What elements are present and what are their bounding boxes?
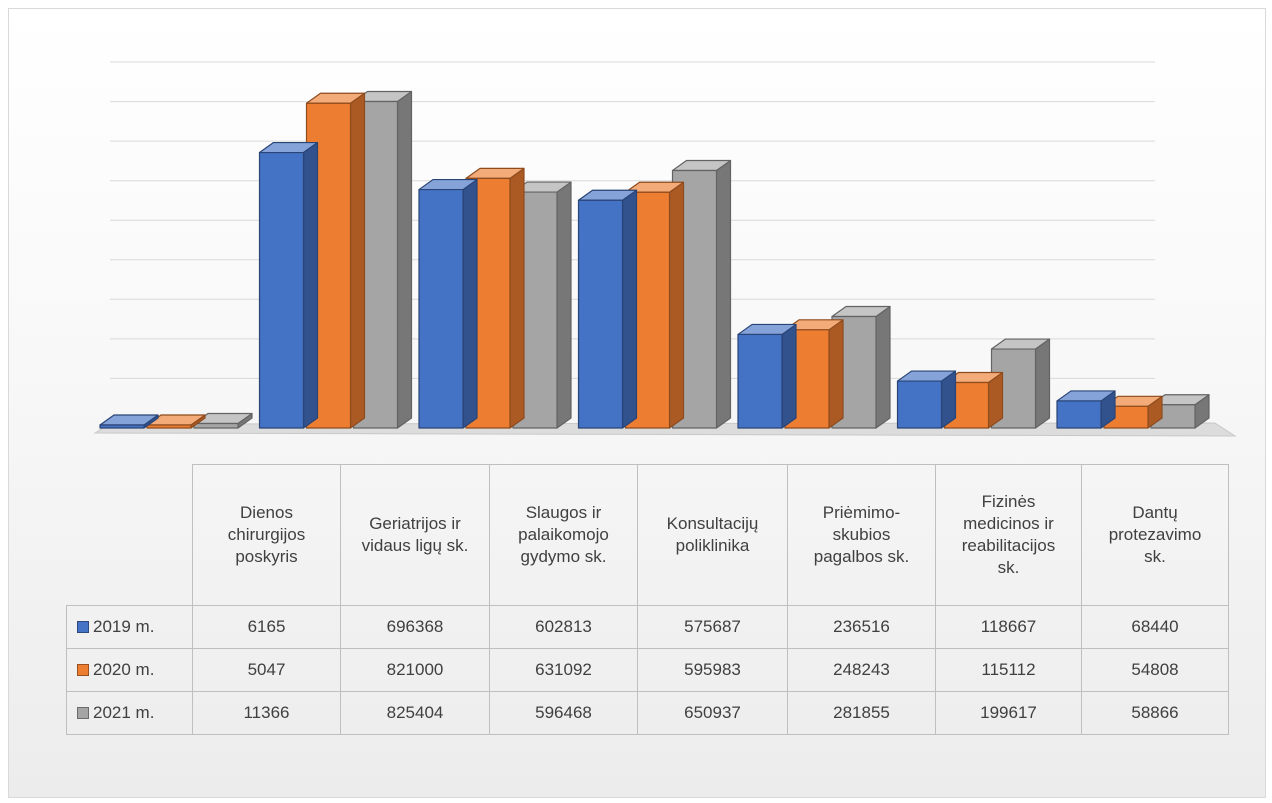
category-label-line: Dienos <box>240 503 293 522</box>
category-label: Geriatrijos ir vidaus ligų sk. <box>340 464 490 606</box>
category-label-line: medicinos ir <box>963 514 1054 533</box>
bar <box>99 414 159 429</box>
legend-entry: 2020 m. <box>66 648 193 692</box>
bar <box>1103 395 1163 429</box>
category-label: Fizinės medicinos ir reabilitacijos sk. <box>935 464 1082 606</box>
category-label-line: gydymo sk. <box>520 547 607 566</box>
data-value: 602813 <box>489 605 638 649</box>
legend-swatch <box>77 664 89 676</box>
category-label-line: skubios <box>832 525 891 544</box>
category-label-line: sk. <box>997 558 1020 577</box>
category-label: Konsultacijų poliklinika <box>637 464 788 606</box>
data-value: 281855 <box>787 691 936 735</box>
bar <box>418 178 478 429</box>
bar <box>146 414 206 429</box>
data-value: 821000 <box>340 648 490 692</box>
table-row: 2020 m. 5047 821000 631092 595983 248243 11511… <box>66 648 1229 692</box>
data-value: 575687 <box>637 605 788 649</box>
category-label: Slaugos ir palaikomojo gydymo sk. <box>489 464 638 606</box>
data-value: 631092 <box>489 648 638 692</box>
data-value: 6165 <box>192 605 341 649</box>
category-label-line: Fizinės <box>981 492 1036 511</box>
category-label-line: Slaugos ir <box>525 503 602 522</box>
data-table: Dienos chirurgijos poskyris Geriatrijos ir v… <box>66 464 1229 735</box>
legend-entry: 2021 m. <box>66 691 193 735</box>
data-value: 11366 <box>192 691 341 735</box>
category-label: Priėmimo-skubios pagalbos sk. <box>787 464 936 606</box>
data-value: 248243 <box>787 648 936 692</box>
data-value: 68440 <box>1081 605 1229 649</box>
category-label: Dantų protezavimo sk. <box>1081 464 1229 606</box>
bar <box>577 189 638 429</box>
data-value: 595983 <box>637 648 788 692</box>
category-label-line: pagalbos sk. <box>813 547 910 566</box>
series-name: 2020 m. <box>93 660 155 679</box>
bar <box>1056 390 1116 429</box>
data-value: 236516 <box>787 605 936 649</box>
data-value: 115112 <box>935 648 1082 692</box>
category-label-line: sk. <box>1144 547 1166 566</box>
bar <box>896 370 957 429</box>
bar <box>258 141 319 429</box>
legend-entry: 2019 m. <box>66 605 193 649</box>
data-value: 199617 <box>935 691 1082 735</box>
series-name: 2021 m. <box>93 703 155 722</box>
category-label-line: Konsultacijų <box>666 514 759 533</box>
data-value: 5047 <box>192 648 341 692</box>
legend-swatch <box>77 621 89 633</box>
category-label-line: poskyris <box>235 547 298 566</box>
category-label-line: palaikomojo <box>518 525 609 544</box>
legend-swatch <box>77 707 89 719</box>
category-label-line: Geriatrijos ir <box>369 514 461 533</box>
category-label-line: reabilitacijos <box>961 536 1056 555</box>
data-value: 118667 <box>935 605 1082 649</box>
data-value: 58866 <box>1081 691 1229 735</box>
category-label-line: Priėmimo- <box>822 503 901 522</box>
table-row: 2019 m. 6165 696368 602813 575687 236516 11866… <box>66 605 1229 649</box>
category-label-line: vidaus ligų sk. <box>361 536 469 555</box>
data-value: 596468 <box>489 691 638 735</box>
table-corner <box>66 464 193 606</box>
data-value: 54808 <box>1081 648 1229 692</box>
series-name: 2019 m. <box>93 617 155 636</box>
table-row: 2021 m. 11366 825404 596468 650937 281855 1996… <box>66 691 1229 735</box>
chart-plot <box>93 61 1237 437</box>
category-label-line: chirurgijos <box>227 525 306 544</box>
category-label-line: Dantų <box>1132 503 1178 522</box>
category-label-line: protezavimo <box>1108 525 1202 544</box>
data-value: 825404 <box>340 691 490 735</box>
category-label: Dienos chirurgijos poskyris <box>192 464 341 606</box>
bar <box>737 323 797 429</box>
data-value: 650937 <box>637 691 788 735</box>
category-label-line: poliklinika <box>675 536 750 555</box>
data-value: 696368 <box>340 605 490 649</box>
